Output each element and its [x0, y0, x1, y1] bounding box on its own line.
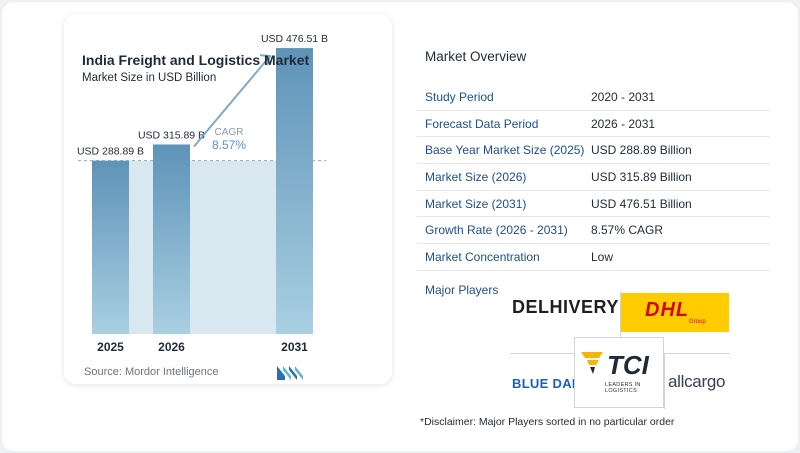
bar-2031 — [276, 48, 313, 335]
cagr-label: CAGR — [215, 127, 244, 138]
overview-row-value: 2020 - 2031 — [591, 89, 656, 104]
cagr-arrow-head-icon — [259, 54, 272, 66]
overview-row-label: Base Year Market Size (2025) — [425, 143, 585, 158]
cagr-arrow-line — [193, 55, 271, 148]
source-text: Source: Mordor Intelligence — [84, 366, 219, 378]
overview-row: Forecast Data Period 2026 - 2031 — [417, 111, 770, 138]
tci-logo-text: TCI — [607, 350, 649, 380]
x-tick-2031: 2031 — [281, 340, 308, 354]
chart-title: India Freight and Logistics Market — [82, 52, 310, 68]
tci-logo-sub: LEADERS IN LOGISTICS — [605, 382, 641, 394]
delhivery-logo: DELHIVERY — [512, 297, 619, 317]
overview-row: Market Size (2031) USD 476.51 Billion — [417, 191, 770, 218]
overview-row: Base Year Market Size (2025) USD 288.89 B… — [417, 137, 770, 165]
dhl-logo: DHL Group — [621, 293, 729, 332]
bar-2026 — [153, 144, 190, 334]
overview-row: Market Concentration Low — [417, 244, 770, 271]
overview-row-label: Growth Rate (2026 - 2031) — [425, 223, 568, 238]
major-players-label: Major Players — [425, 283, 499, 297]
overview-row: Market Size (2026) USD 315.89 Billion — [417, 164, 770, 191]
overview-table: Study Period 2020 - 2031 Forecast Data Per… — [417, 84, 770, 271]
overview-row-label: Market Size (2031) — [425, 196, 527, 211]
overview-row-label: Market Concentration — [425, 249, 540, 264]
overview-row-label: Study Period — [425, 89, 494, 104]
disclaimer-text: *Disclaimer: Major Players sorted in no … — [420, 416, 675, 428]
mordor-logo-icon — [277, 366, 303, 380]
overview-row-value: USD 288.89 Billion — [591, 143, 692, 158]
cagr-value: 8.57% — [212, 138, 246, 152]
chart-card: USD 288.89 B 2025 USD 315.89 B 2026 USD 476.… — [64, 14, 392, 384]
overview-row-value: Low — [591, 249, 614, 264]
overview-row-value: 8.57% CAGR — [591, 223, 664, 238]
bar-chart: USD 288.89 B 2025 USD 315.89 B 2026 USD 476.… — [77, 33, 328, 354]
x-tick-2026: 2026 — [158, 340, 185, 354]
overview-row: Growth Rate (2026 - 2031) 8.57% CAGR — [417, 217, 770, 245]
overview-row-value: USD 315.89 Billion — [591, 169, 692, 184]
allcargo-logo: allcargo — [668, 372, 726, 391]
dhl-logo-sub: Group — [689, 319, 706, 325]
major-players-logos: DELHIVERY DHL Group BLUE DART TCI LEADER… — [510, 291, 730, 409]
tci-mark-icon — [581, 352, 603, 374]
overview-row-value: 2026 - 2031 — [591, 116, 656, 131]
value-label-2026: USD 315.89 B — [138, 129, 205, 141]
bar-2025 — [92, 160, 129, 334]
overview-row: Study Period 2020 - 2031 — [417, 84, 770, 111]
overview-row-value: USD 476.51 Billion — [591, 196, 692, 211]
dhl-logo-text: DHL — [645, 299, 690, 321]
value-label-2025: USD 288.89 B — [77, 146, 144, 158]
value-label-2031: USD 476.51 B — [261, 33, 328, 45]
tci-logo: TCI LEADERS IN LOGISTICS — [574, 337, 664, 408]
overview-row-label: Forecast Data Period — [425, 116, 539, 131]
overview-row-label: Market Size (2026) — [425, 169, 527, 184]
market-overview-title: Market Overview — [425, 49, 527, 64]
bluedart-logo: BLUE DART — [512, 376, 590, 391]
x-tick-2025: 2025 — [97, 340, 124, 354]
chart-subtitle: Market Size in USD Billion — [82, 72, 217, 84]
